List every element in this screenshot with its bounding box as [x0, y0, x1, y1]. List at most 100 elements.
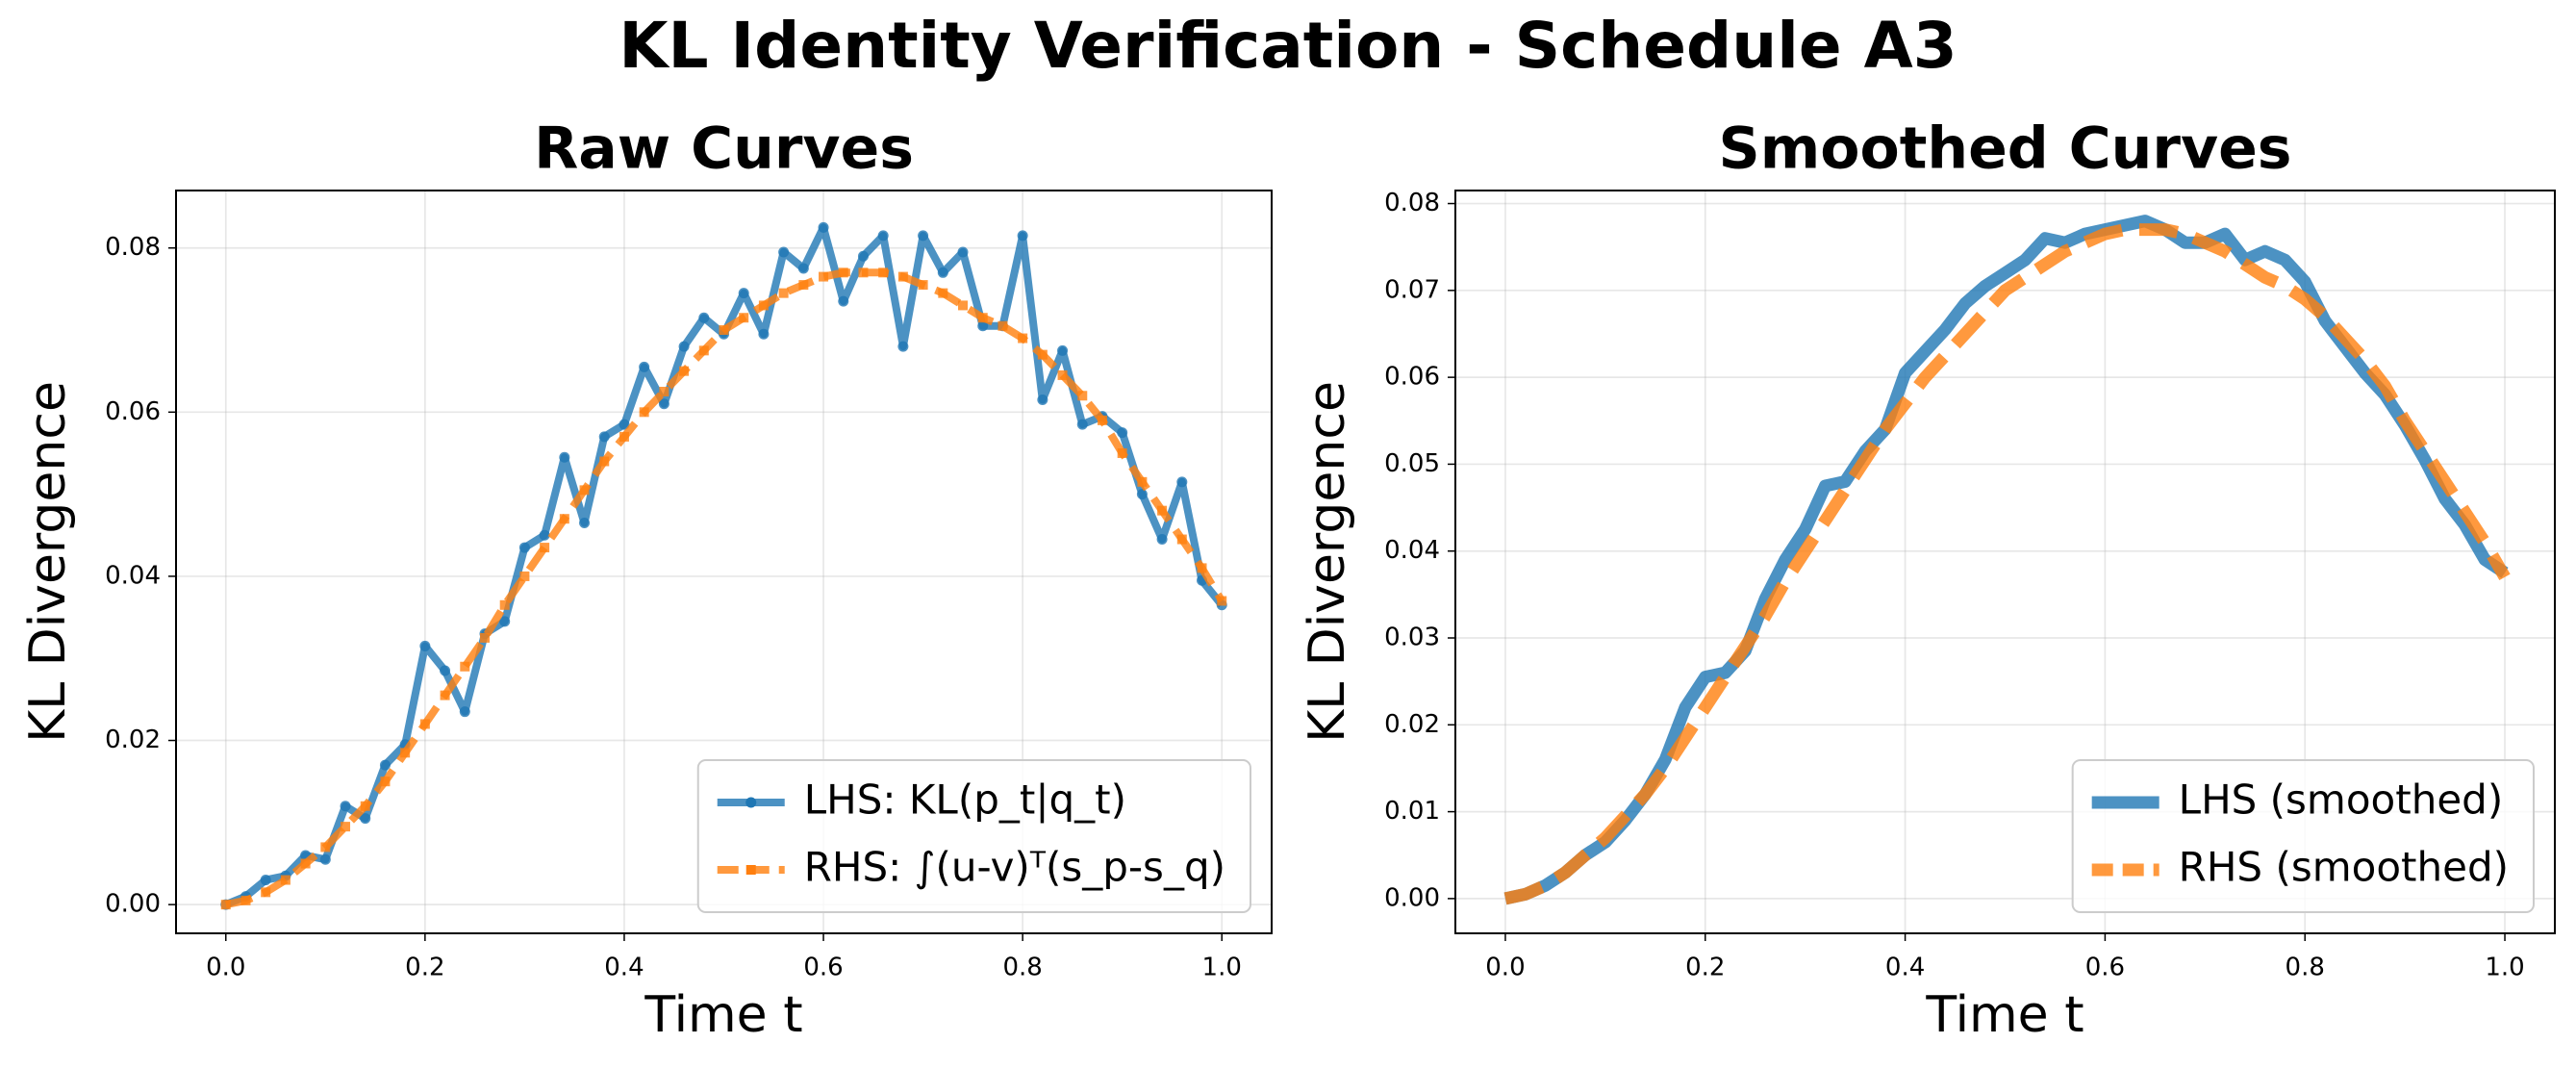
marker [598, 431, 610, 443]
marker [380, 776, 391, 787]
marker [977, 313, 988, 323]
legend-label: LHS: KL(p_t|q_t) [804, 776, 1126, 824]
marker [220, 900, 231, 910]
marker [1077, 391, 1088, 401]
x-tick-label: 0.2 [1685, 954, 1725, 982]
axes-title: Smoothed Curves [1719, 115, 2292, 183]
marker [998, 320, 1008, 331]
x-tick-label: 0.6 [803, 954, 843, 982]
x-tick-label: 0.0 [206, 954, 245, 982]
x-axis-label: Time t [1925, 986, 2084, 1044]
marker [540, 543, 550, 553]
marker [419, 640, 431, 651]
marker [818, 221, 829, 233]
marker [499, 616, 511, 627]
y-tick-label: 0.08 [105, 233, 161, 262]
marker [679, 366, 690, 376]
marker [918, 280, 928, 291]
marker [877, 230, 889, 242]
legend: LHS (smoothed) RHS (smoothed) [2071, 759, 2535, 913]
marker [579, 517, 591, 528]
axes-frame [175, 190, 1273, 934]
marker [957, 246, 969, 258]
marker [360, 801, 370, 811]
marker [539, 529, 550, 541]
marker [819, 271, 829, 282]
y-tick-label: 0.02 [1384, 710, 1440, 739]
x-tick-label: 0.2 [405, 954, 444, 982]
series-line [1503, 223, 2511, 905]
marker [499, 599, 510, 610]
marker [261, 887, 271, 898]
marker [440, 665, 451, 676]
marker [280, 875, 290, 885]
marker [1137, 476, 1148, 487]
marker [1037, 349, 1048, 360]
marker [599, 456, 610, 467]
marker [958, 300, 969, 311]
marker [1057, 369, 1068, 380]
marker [797, 263, 809, 274]
x-tick-label: 0.0 [1485, 954, 1525, 982]
marker [1037, 395, 1048, 406]
marker [1117, 427, 1128, 439]
x-axis-label: Time t [644, 986, 802, 1044]
marker [838, 267, 848, 278]
legend-marker [745, 797, 757, 808]
marker [758, 300, 769, 311]
marker [778, 246, 790, 258]
marker [619, 431, 629, 442]
y-axis-label: KL Divergence [19, 381, 77, 743]
marker [320, 842, 331, 853]
marker [400, 748, 411, 758]
y-axis-label: KL Divergence [1299, 381, 1356, 743]
marker [419, 719, 430, 729]
y-tick-label: 0.00 [1384, 883, 1440, 912]
marker [341, 822, 351, 832]
figure-title: KL Identity Verification - Schedule A3 [619, 9, 1957, 83]
marker [1157, 505, 1168, 516]
legend-label: RHS (smoothed) [2179, 844, 2509, 891]
marker [1156, 534, 1168, 546]
y-tick-label: 0.08 [1384, 189, 1440, 217]
marker [1076, 419, 1088, 430]
marker [977, 320, 989, 332]
marker [1197, 563, 1207, 573]
marker [559, 451, 570, 463]
y-tick-label: 0.05 [1384, 449, 1440, 478]
marker [739, 313, 749, 323]
y-tick-label: 0.06 [105, 397, 161, 426]
marker [440, 690, 450, 700]
marker [240, 895, 251, 905]
marker [798, 280, 809, 291]
y-tick-label: 0.00 [105, 890, 161, 919]
marker [658, 398, 669, 410]
marker [619, 419, 630, 430]
y-tick-label: 0.04 [105, 561, 161, 590]
marker [678, 341, 690, 352]
marker [1097, 415, 1107, 425]
y-tick-label: 0.07 [1384, 275, 1440, 304]
x-tick-label: 0.8 [2286, 954, 2325, 982]
x-tick-label: 0.4 [1885, 954, 1925, 982]
marker [1176, 534, 1187, 545]
marker [1018, 333, 1028, 344]
y-tick-label: 0.03 [1384, 624, 1440, 652]
marker [659, 386, 669, 396]
marker [778, 288, 789, 298]
marker [938, 288, 948, 298]
x-tick-label: 0.4 [604, 954, 644, 982]
marker [379, 759, 391, 771]
legend-label: RHS: ∫(u-v)ᵀ(s_p-s_q) [804, 844, 1225, 891]
marker [639, 361, 650, 372]
axes-frame [1454, 190, 2556, 934]
marker [918, 230, 929, 242]
axes-title: Raw Curves [534, 115, 914, 183]
marker [260, 875, 271, 886]
y-tick-label: 0.06 [1384, 363, 1440, 392]
marker [698, 345, 709, 356]
marker [460, 661, 470, 672]
marker [1057, 344, 1069, 356]
marker [1017, 230, 1028, 242]
marker [479, 632, 490, 643]
